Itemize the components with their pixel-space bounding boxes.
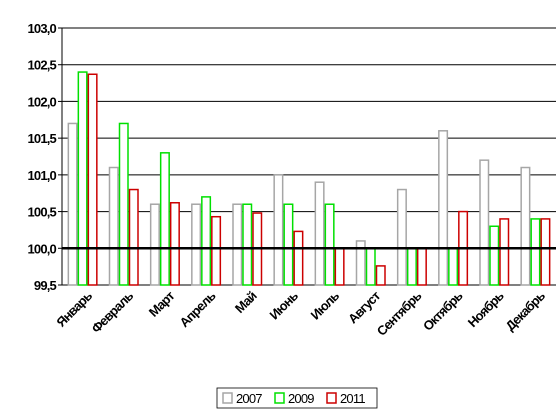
bar [396, 188, 407, 286]
x-tick-label: Ноябрь [465, 288, 507, 330]
bar [293, 230, 304, 286]
legend-label: 2011 [340, 391, 365, 406]
y-tick-label: 102,5 [27, 58, 56, 73]
bar [479, 159, 490, 286]
y-tick-label: 100,5 [27, 205, 56, 220]
bar [406, 247, 417, 286]
bar [159, 152, 170, 286]
legend-swatch [326, 392, 337, 404]
legend-frame [216, 387, 378, 409]
bar [283, 203, 294, 286]
bar [191, 203, 202, 286]
bar [118, 122, 129, 286]
bar [499, 218, 510, 286]
x-tick-label: Март [146, 288, 178, 320]
bar [211, 215, 222, 286]
x-tick-label: Июль [308, 288, 343, 323]
legend-swatch [222, 392, 233, 404]
bar [520, 166, 531, 286]
y-tick-label: 101,5 [27, 131, 56, 146]
bar [273, 174, 284, 286]
bar [365, 247, 376, 286]
bar [530, 218, 541, 286]
bar [540, 218, 551, 286]
bar [77, 71, 88, 286]
bar [438, 130, 449, 286]
x-tick-label: Август [345, 288, 383, 326]
bar [201, 196, 212, 286]
bar [87, 73, 98, 286]
y-tick-label: 102,0 [27, 94, 56, 109]
x-tick-label: Декабрь [502, 288, 548, 334]
bar [355, 240, 366, 286]
bar [149, 203, 160, 286]
bar [334, 247, 345, 286]
bar [314, 181, 325, 286]
x-tick-label: Май [232, 288, 260, 316]
bar [108, 166, 119, 286]
x-tick-label: Сентябрь [374, 288, 425, 339]
bar [242, 203, 253, 286]
bar [416, 247, 427, 286]
x-tick-label: Апрель [177, 288, 219, 330]
x-tick-label: Июнь [267, 288, 302, 323]
bar [375, 265, 386, 286]
y-tick-label: 101,0 [27, 168, 56, 183]
bar [324, 203, 335, 286]
x-tick-label: Октябрь [420, 288, 466, 334]
bar [169, 202, 180, 286]
legend-label: 2007 [236, 391, 262, 406]
legend-swatch [274, 392, 285, 404]
y-tick-label: 100,0 [27, 241, 56, 256]
bar [489, 225, 500, 286]
bar [232, 203, 243, 286]
bar [448, 247, 459, 286]
legend: 2007 2009 2011 [216, 387, 378, 409]
y-tick-label: 103,0 [27, 21, 56, 36]
x-tick-label: Февраль [88, 288, 136, 336]
y-tick-label: 99,5 [34, 278, 57, 293]
bar [128, 188, 139, 286]
bar [67, 122, 78, 286]
legend-label: 2009 [288, 391, 314, 406]
